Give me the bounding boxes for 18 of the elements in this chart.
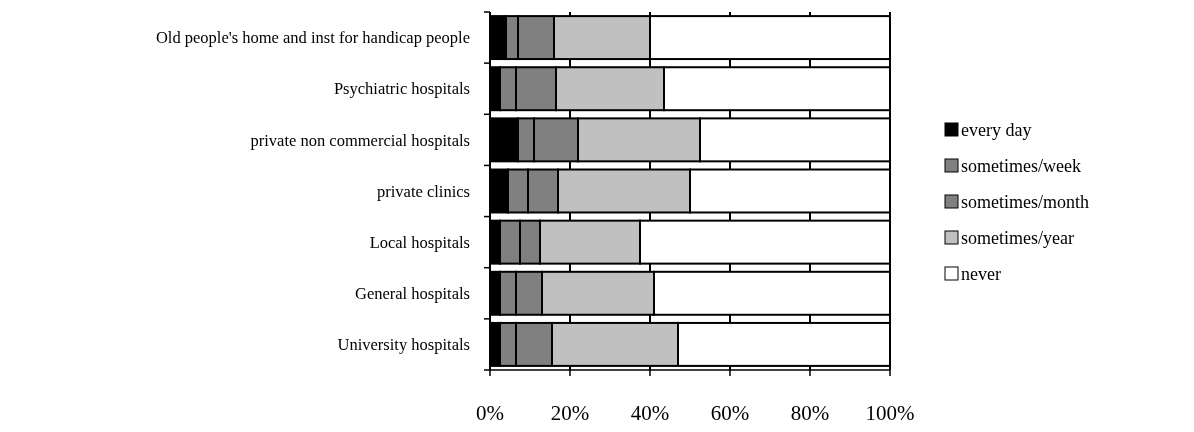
legend-label: every day [961, 120, 1032, 141]
x-tick-label: 40% [630, 401, 670, 425]
y-tick-label: private non commercial hospitals [250, 130, 470, 150]
y-tick-label: General hospitals [354, 284, 470, 304]
x-tick-label: 20% [550, 401, 590, 425]
legend-label: never [961, 264, 1001, 285]
legend-label: sometimes/week [961, 156, 1081, 177]
legend-label: sometimes/year [961, 228, 1074, 249]
y-tick-label: private clinics [376, 181, 470, 201]
y-tick-label: Psychiatric hospitals [333, 79, 470, 99]
y-tick-label: University hospitals [337, 335, 470, 355]
x-tick-label: 80% [790, 401, 830, 425]
y-tick-label: Old people's home and inst for handicap people [155, 28, 470, 48]
x-tick-label: 60% [710, 401, 750, 425]
y-tick-label: Local hospitals [369, 232, 470, 252]
x-tick-label: 0% [476, 401, 504, 425]
x-tick-label: 100% [865, 401, 915, 425]
legend-label: sometimes/month [961, 192, 1089, 213]
